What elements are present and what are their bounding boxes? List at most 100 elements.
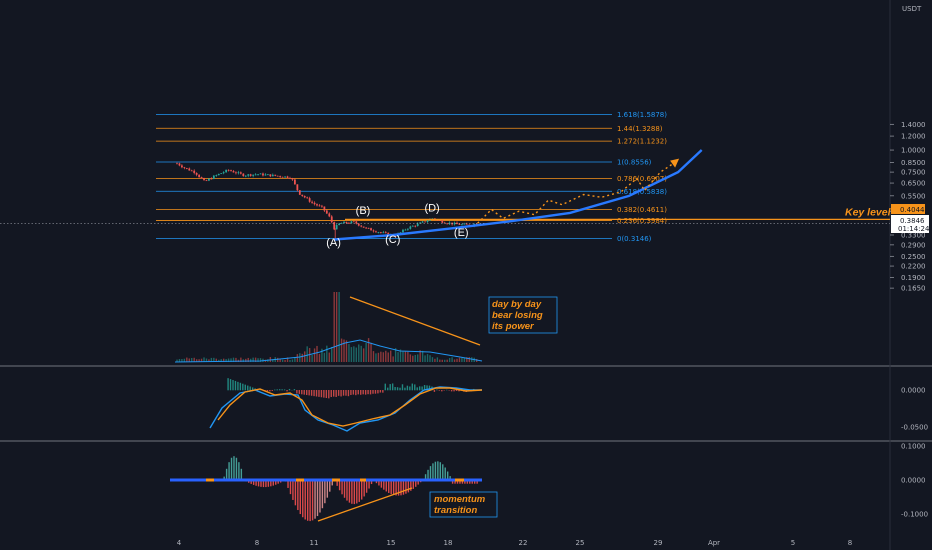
volume-bar: [367, 338, 370, 362]
price-axis-unit: USDT: [902, 5, 922, 13]
candle-body: [421, 221, 424, 223]
candle-body: [230, 170, 232, 172]
macd-histogram-bar: [244, 384, 246, 391]
momentum-histogram-bar: [469, 480, 471, 484]
candle-body: [222, 172, 225, 174]
fib-level-label: 1.44(1.3288): [617, 125, 663, 133]
volume-bar: [205, 358, 208, 362]
momentum-histogram-bar: [464, 480, 466, 484]
momentum-histogram-bar: [225, 468, 228, 481]
momentum-histogram-bar: [260, 480, 262, 487]
macd-histogram-bar: [374, 390, 377, 394]
macd-histogram-bar: [239, 382, 242, 391]
macd-histogram-bar: [404, 387, 406, 391]
candle-body: [178, 163, 181, 166]
current-price-badge: [891, 215, 929, 233]
momentum-histogram-bar: [444, 467, 446, 481]
momentum-histogram-bar: [336, 480, 338, 486]
momentum-histogram-bar: [326, 480, 329, 498]
macd-histogram-bar: [337, 390, 340, 396]
volume-bar: [186, 357, 188, 362]
time-axis: 4 8 11 15 18 22 25 29 Apr 5 8: [177, 539, 852, 547]
candle-body: [220, 173, 223, 175]
candle-body: [271, 174, 274, 177]
macd-histogram-bar: [416, 387, 418, 391]
momentum-histogram-bar: [346, 480, 348, 501]
volume-bar: [225, 359, 227, 362]
momentum-histogram-bar: [476, 480, 478, 484]
current-price-text: 0.3846: [900, 217, 925, 225]
volume-bar: [333, 292, 335, 362]
fibonacci-levels: 1.618(1.5878) 1.44(1.3288) 1.272(1.1232) 1(…: [156, 111, 667, 243]
momentum-histogram-bar: [272, 480, 274, 486]
candle-body: [406, 228, 409, 230]
momentum-histogram-bar: [385, 480, 387, 492]
macd-histogram-bar: [318, 390, 320, 397]
bear-note-line2: bear losing: [492, 310, 543, 321]
candle-body: [276, 175, 279, 177]
volume-bar: [441, 359, 443, 362]
momentum-histogram-bar: [289, 480, 292, 495]
macd-histogram-bar: [455, 390, 458, 391]
volume-bar: [304, 351, 306, 362]
price-tick-label: 1.0000: [901, 147, 926, 155]
candle-body: [257, 174, 259, 176]
momentum-histogram-bar: [392, 480, 395, 495]
macd-histogram-bar: [293, 389, 296, 391]
macd-histogram-bar: [441, 390, 443, 392]
volume-bar: [323, 352, 326, 362]
momentum-histogram-bar: [230, 457, 233, 481]
volume-bar: [213, 357, 215, 362]
key-level-label: Key level: [845, 206, 892, 218]
macd-histogram-bar: [369, 390, 372, 395]
momentum-histogram-bar: [351, 480, 353, 504]
macd-histogram-bar: [360, 390, 362, 395]
macd-histogram-bar: [249, 386, 251, 391]
candle-body: [185, 168, 188, 169]
volume-bar: [254, 357, 257, 362]
momentum-histogram-bar: [449, 476, 451, 481]
volume-bar: [240, 357, 242, 362]
macd-histogram-bar: [281, 389, 283, 391]
volume-bar: [176, 359, 178, 362]
candle-body: [311, 201, 313, 203]
macd-histogram-bar: [394, 386, 396, 391]
macd-histogram-bar: [286, 390, 288, 392]
momentum-panel: [170, 456, 482, 522]
macd-histogram-bar: [335, 390, 337, 397]
momentum-note-line1: momentum: [434, 494, 486, 505]
candle-body: [210, 178, 213, 180]
momentum-histogram-bar: [466, 480, 469, 484]
volume-bar: [286, 357, 289, 362]
volume-bar: [468, 357, 470, 362]
volume-bar: [313, 348, 316, 362]
macd-histogram-bar: [234, 380, 237, 391]
volume-bar: [345, 340, 348, 362]
volume-bar: [203, 357, 205, 362]
volume-bar: [382, 352, 385, 362]
candle-body: [384, 232, 387, 234]
volume-bar: [220, 359, 222, 362]
volume-bar: [299, 353, 301, 362]
candle-body: [188, 168, 191, 171]
macd-histogram-bar: [298, 390, 301, 394]
macd-histogram-bar: [372, 390, 374, 394]
candle-body: [357, 223, 360, 226]
candle-body: [225, 169, 228, 173]
momentum-histogram-bar: [294, 480, 297, 506]
fib-level-label: 0.236(0.3984): [617, 217, 667, 225]
macd-panel: [209, 378, 483, 432]
momentum-histogram-bar: [299, 480, 302, 515]
candle-body: [399, 232, 402, 234]
macd-histogram-bar: [458, 390, 460, 392]
candle-body: [323, 206, 326, 211]
macd-histogram-bar: [274, 389, 276, 391]
volume-bar: [318, 353, 321, 362]
volume-bar: [453, 359, 456, 362]
volume-bar: [421, 350, 424, 362]
momentum-histogram-bar: [402, 480, 405, 495]
macd-histogram-bar: [283, 389, 286, 391]
macd-histogram-bar: [301, 390, 303, 395]
macd-histogram-bar: [315, 390, 318, 397]
candle-body: [203, 178, 205, 181]
